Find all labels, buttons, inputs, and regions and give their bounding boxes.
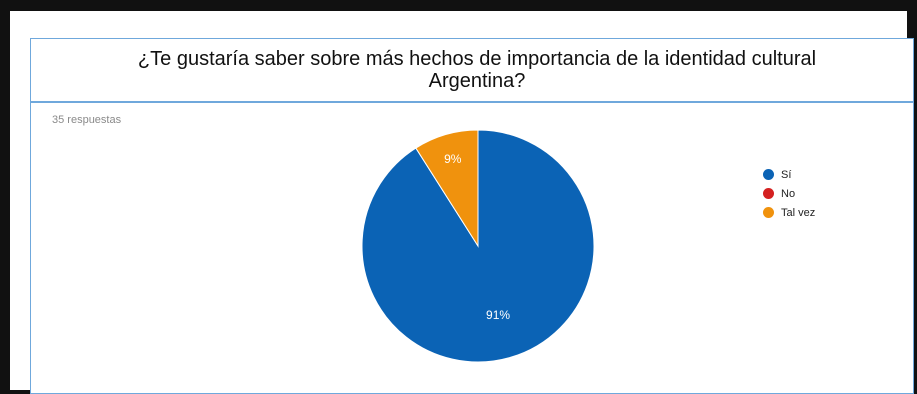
response-count: 35 respuestas [52, 114, 122, 126]
legend-swatch [763, 188, 774, 199]
legend-item: Tal vez [763, 203, 815, 222]
legend-swatch [763, 207, 774, 218]
chart-panel: 35 respuestas 91% 9% Sí No Tal vez [30, 102, 914, 394]
legend-label: Tal vez [781, 206, 816, 219]
pie-chart: 91% 9% [361, 129, 595, 363]
legend-item: Sí [763, 165, 815, 184]
chart-legend: Sí No Tal vez [763, 165, 815, 222]
chart-title-box: ¿Te gustaría saber sobre más hechos de i… [30, 38, 914, 102]
pie-data-label: 91% [486, 308, 510, 322]
legend-swatch [763, 169, 774, 180]
legend-label: Sí [781, 168, 792, 181]
legend-label: No [781, 187, 796, 200]
legend-item: No [763, 184, 815, 203]
pie-data-label: 9% [444, 152, 462, 166]
pie-slice-tal-vez [415, 129, 479, 248]
chart-title: ¿Te gustaría saber sobre más hechos de i… [137, 48, 817, 92]
